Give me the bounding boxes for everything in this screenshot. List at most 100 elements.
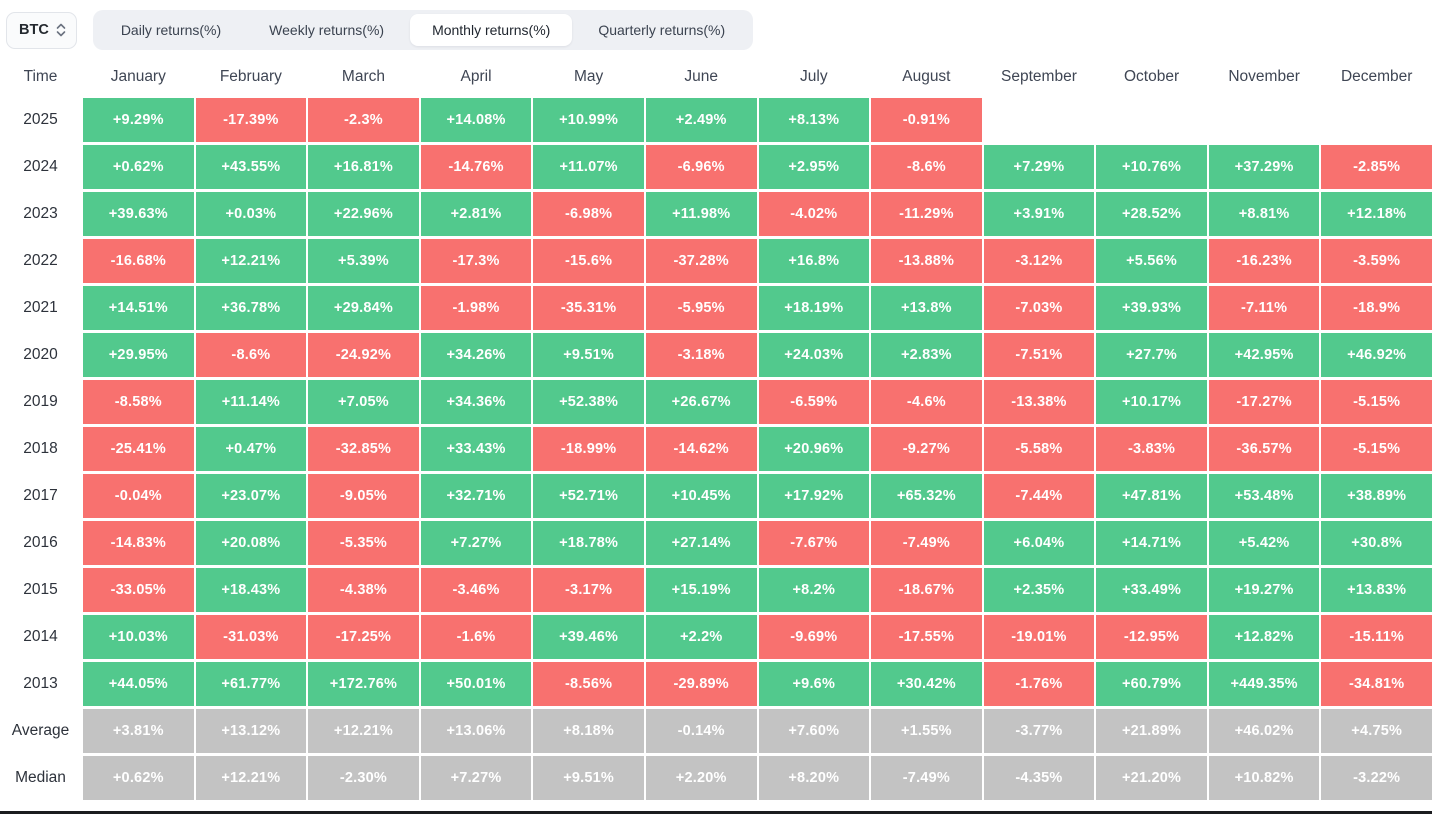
return-cell-2017-june: +10.45% — [645, 474, 757, 518]
tab-daily-returns[interactable]: Daily returns(%) — [99, 14, 243, 46]
return-cell-2017-january: -0.04% — [83, 474, 194, 518]
bottom-divider — [0, 811, 1432, 814]
return-cell-2013-september: -1.76% — [983, 662, 1095, 706]
row-label-2013: 2013 — [0, 662, 81, 706]
return-cell-2014-january: +10.03% — [83, 615, 194, 659]
return-cell-2016-february: +20.08% — [195, 521, 307, 565]
return-cell-2020-february: -8.6% — [195, 333, 307, 377]
return-cell-2019-october: +10.17% — [1096, 380, 1207, 424]
return-cell-2014-june: +2.2% — [645, 615, 757, 659]
return-cell-2025-march: -2.3% — [308, 98, 419, 142]
return-cell-average-march: +12.21% — [308, 709, 419, 753]
return-cell-2014-september: -19.01% — [983, 615, 1095, 659]
return-cell-2017-december: +38.89% — [1321, 474, 1432, 518]
row-label-2016: 2016 — [0, 521, 81, 565]
return-cell-2014-may: +39.46% — [533, 615, 644, 659]
return-cell-2016-april: +7.27% — [420, 521, 532, 565]
return-cell-2017-may: +52.71% — [533, 474, 644, 518]
return-cell-2023-february: +0.03% — [195, 192, 307, 236]
return-cell-2020-july: +24.03% — [758, 333, 870, 377]
row-label-2015: 2015 — [0, 568, 81, 612]
symbol-select[interactable]: BTC — [6, 11, 77, 49]
symbol-select-value: BTC — [19, 22, 49, 38]
return-cell-2025-july: +8.13% — [758, 98, 870, 142]
return-cell-2014-july: -9.69% — [758, 615, 870, 659]
updown-chevron-icon — [56, 22, 66, 38]
return-cell-2023-august: -11.29% — [871, 192, 982, 236]
return-cell-median-may: +9.51% — [533, 756, 644, 800]
return-cell-average-october: +21.89% — [1096, 709, 1207, 753]
return-cell-2024-november: +37.29% — [1208, 145, 1320, 189]
tab-quarterly-returns[interactable]: Quarterly returns(%) — [576, 14, 747, 46]
tab-weekly-returns[interactable]: Weekly returns(%) — [247, 14, 406, 46]
row-label-2023: 2023 — [0, 192, 81, 236]
return-cell-2025-february: -17.39% — [195, 98, 307, 142]
return-cell-2014-march: -17.25% — [308, 615, 419, 659]
return-cell-2023-may: -6.98% — [533, 192, 644, 236]
return-cell-average-january: +3.81% — [83, 709, 194, 753]
month-header-february: February — [195, 59, 307, 95]
return-cell-2023-january: +39.63% — [83, 192, 194, 236]
return-cell-2013-january: +44.05% — [83, 662, 194, 706]
row-label-2018: 2018 — [0, 427, 81, 471]
empty-cell — [1209, 98, 1320, 142]
return-cell-2021-january: +14.51% — [83, 286, 194, 330]
return-cell-2017-march: -9.05% — [308, 474, 419, 518]
return-cell-2016-november: +5.42% — [1208, 521, 1320, 565]
return-cell-median-july: +8.20% — [758, 756, 870, 800]
return-cell-median-march: -2.30% — [308, 756, 419, 800]
return-cell-2015-august: -18.67% — [871, 568, 982, 612]
return-cell-2013-july: +9.6% — [758, 662, 870, 706]
return-cell-2019-january: -8.58% — [83, 380, 194, 424]
return-cell-2017-april: +32.71% — [420, 474, 532, 518]
return-cell-2022-june: -37.28% — [645, 239, 757, 283]
return-cell-2013-april: +50.01% — [420, 662, 532, 706]
return-cell-2014-november: +12.82% — [1208, 615, 1320, 659]
empty-cell — [1096, 98, 1207, 142]
return-cell-2024-february: +43.55% — [195, 145, 307, 189]
row-label-2021: 2021 — [0, 286, 81, 330]
return-cell-2024-march: +16.81% — [308, 145, 419, 189]
return-cell-2014-august: -17.55% — [871, 615, 982, 659]
return-cell-2023-april: +2.81% — [420, 192, 532, 236]
toolbar: BTC Daily returns(%) Weekly returns(%) Mon… — [0, 0, 1432, 50]
return-cell-2016-september: +6.04% — [983, 521, 1095, 565]
monthly-returns-table: Time January February March April May June July… — [0, 59, 1432, 800]
return-cell-2013-december: -34.81% — [1321, 662, 1432, 706]
return-cell-2015-july: +8.2% — [758, 568, 870, 612]
tab-monthly-returns[interactable]: Monthly returns(%) — [410, 14, 573, 46]
return-cell-2024-august: -8.6% — [871, 145, 982, 189]
return-cell-2020-august: +2.83% — [871, 333, 982, 377]
return-cell-2015-march: -4.38% — [308, 568, 419, 612]
return-cell-2015-october: +33.49% — [1096, 568, 1207, 612]
return-cell-2025-june: +2.49% — [645, 98, 757, 142]
row-label-2014: 2014 — [0, 615, 81, 659]
return-cell-2017-october: +47.81% — [1096, 474, 1207, 518]
return-cell-2020-november: +42.95% — [1208, 333, 1320, 377]
return-cell-2021-october: +39.93% — [1096, 286, 1207, 330]
return-cell-2024-june: -6.96% — [645, 145, 757, 189]
return-cell-2021-november: -7.11% — [1208, 286, 1320, 330]
month-header-december: December — [1321, 59, 1432, 95]
return-cell-average-september: -3.77% — [983, 709, 1095, 753]
return-cell-average-april: +13.06% — [420, 709, 532, 753]
return-cell-median-october: +21.20% — [1096, 756, 1207, 800]
row-label-median: Median — [0, 756, 81, 800]
return-cell-2024-july: +2.95% — [758, 145, 870, 189]
return-cell-2019-september: -13.38% — [983, 380, 1095, 424]
return-cell-2022-december: -3.59% — [1321, 239, 1432, 283]
return-cell-2018-november: -36.57% — [1208, 427, 1320, 471]
return-cell-2023-november: +8.81% — [1208, 192, 1320, 236]
row-label-2017: 2017 — [0, 474, 81, 518]
return-cell-2016-december: +30.8% — [1321, 521, 1432, 565]
return-cell-2023-october: +28.52% — [1096, 192, 1207, 236]
return-cell-2021-august: +13.8% — [871, 286, 982, 330]
return-cell-2020-september: -7.51% — [983, 333, 1095, 377]
return-cell-2016-june: +27.14% — [645, 521, 757, 565]
return-cell-2016-may: +18.78% — [533, 521, 644, 565]
return-cell-2013-june: -29.89% — [645, 662, 757, 706]
return-cell-2016-january: -14.83% — [83, 521, 194, 565]
return-cell-2024-december: -2.85% — [1321, 145, 1432, 189]
return-cell-2024-september: +7.29% — [983, 145, 1095, 189]
return-cell-median-september: -4.35% — [983, 756, 1095, 800]
